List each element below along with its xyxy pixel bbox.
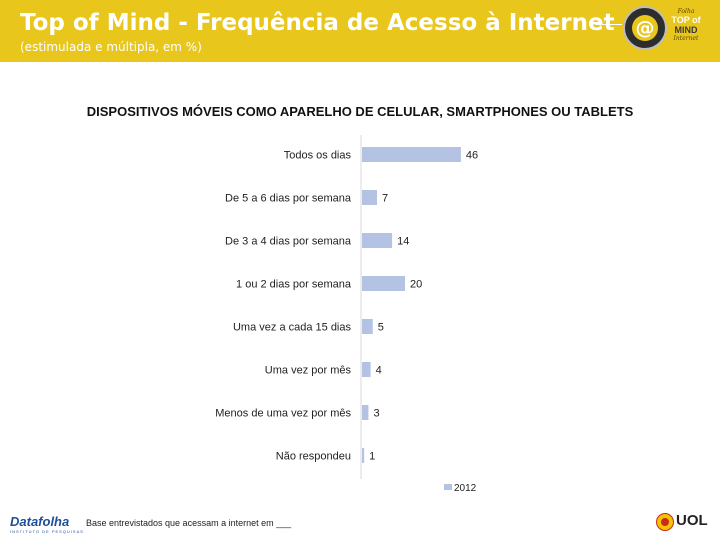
bar (362, 448, 365, 463)
data-label: 1 (369, 451, 375, 463)
top-of-mind-logo: Folha TOP of MIND Internet (671, 8, 701, 42)
data-label: 20 (410, 279, 422, 291)
data-label: 4 (376, 365, 382, 377)
data-label: 7 (382, 193, 388, 205)
chart-title: DISPOSITIVOS MÓVEIS COMO APARELHO DE CEL… (86, 104, 634, 119)
legend-label: 2012 (454, 483, 477, 494)
bar (362, 319, 373, 334)
category-label: Uma vez a cada 15 dias (233, 322, 352, 334)
data-label: 3 (373, 408, 379, 420)
datafolha-logo-subtitle: INSTITUTO DE PESQUISAS (10, 529, 84, 534)
category-label: Menos de uma vez por mês (215, 408, 351, 420)
data-label: 46 (466, 150, 478, 162)
category-label: De 3 a 4 dias por semana (225, 236, 352, 248)
category-label: Uma vez por mês (265, 365, 352, 377)
bar-chart: Todos os dias 46 De 5 a 6 dias por semana 7… (215, 135, 478, 494)
decorative-line (596, 24, 622, 25)
at-sign-icon: @ (623, 6, 667, 50)
bar (362, 147, 461, 162)
bar (362, 405, 369, 420)
uol-logo: UOL (656, 512, 716, 532)
bar (362, 276, 405, 291)
category-label: Todos os dias (284, 150, 352, 162)
category-label: 1 ou 2 dias por semana (236, 279, 352, 291)
header-banner: Top of Mind - Frequência de Acesso à Int… (0, 0, 720, 62)
page-title: Top of Mind - Frequência de Acesso à Int… (20, 10, 615, 36)
data-label: 14 (397, 236, 409, 248)
category-label: De 5 a 6 dias por semana (225, 193, 352, 205)
page-subtitle: (estimulada e múltipla, em %) (20, 40, 202, 54)
datafolha-logo: Datafolha (10, 514, 70, 529)
bar (362, 190, 378, 205)
footer-base-note: Base entrevistados que acessam a interne… (86, 518, 292, 528)
uol-icon (656, 513, 674, 531)
category-label: Não respondeu (276, 451, 351, 463)
bar (362, 233, 393, 248)
data-label: 5 (378, 322, 384, 334)
bar (362, 362, 371, 377)
legend-swatch (444, 484, 452, 490)
